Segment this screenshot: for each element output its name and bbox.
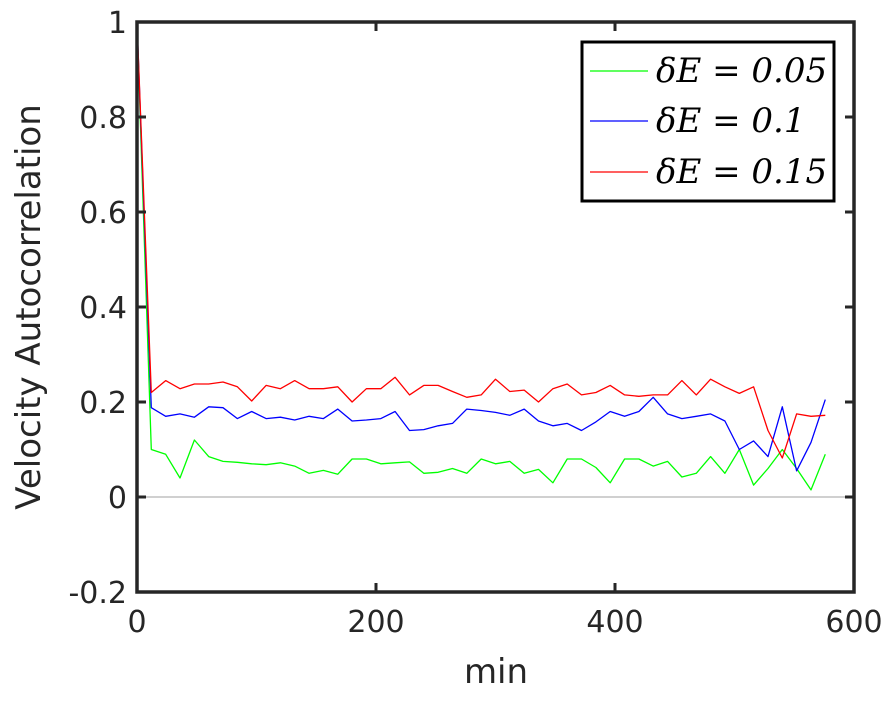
y-tick-label: 0.4	[79, 291, 127, 326]
x-tick-label: 0	[127, 605, 146, 640]
x-tick-labels: 0 200 400 600	[127, 605, 882, 640]
legend-label: δE = 0.05	[656, 51, 827, 91]
y-tick-label: 0.2	[79, 386, 127, 421]
series-line-1	[136, 21, 826, 491]
x-axis-label: min	[464, 652, 528, 692]
y-tick-label: -0.2	[68, 576, 127, 611]
y-tick-label: 1	[108, 6, 127, 41]
series-line-2	[136, 21, 826, 472]
legend-label: δE = 0.1	[656, 101, 805, 141]
y-tick-labels: -0.2 0 0.2 0.4 0.6 0.8 1	[68, 6, 127, 611]
y-axis-label: Velocity Autocorrelation	[9, 104, 49, 510]
y-tick-label: 0	[108, 481, 127, 516]
legend-box	[580, 40, 836, 203]
series-line-3	[136, 21, 826, 459]
x-tick-label: 200	[347, 605, 404, 640]
x-tick-label: 400	[586, 605, 643, 640]
y-tick-label: 0.6	[79, 196, 127, 231]
ticks	[135, 20, 856, 594]
legend: δE = 0.05 δE = 0.1 δE = 0.15	[580, 40, 836, 203]
legend-label: δE = 0.15	[656, 152, 827, 192]
x-tick-label: 600	[825, 605, 882, 640]
y-tick-label: 0.8	[79, 101, 127, 136]
series-layer	[136, 21, 826, 491]
